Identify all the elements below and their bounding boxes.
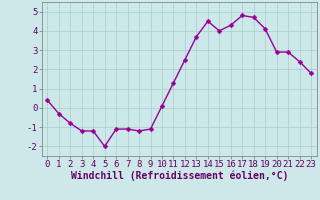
- X-axis label: Windchill (Refroidissement éolien,°C): Windchill (Refroidissement éolien,°C): [70, 171, 288, 181]
